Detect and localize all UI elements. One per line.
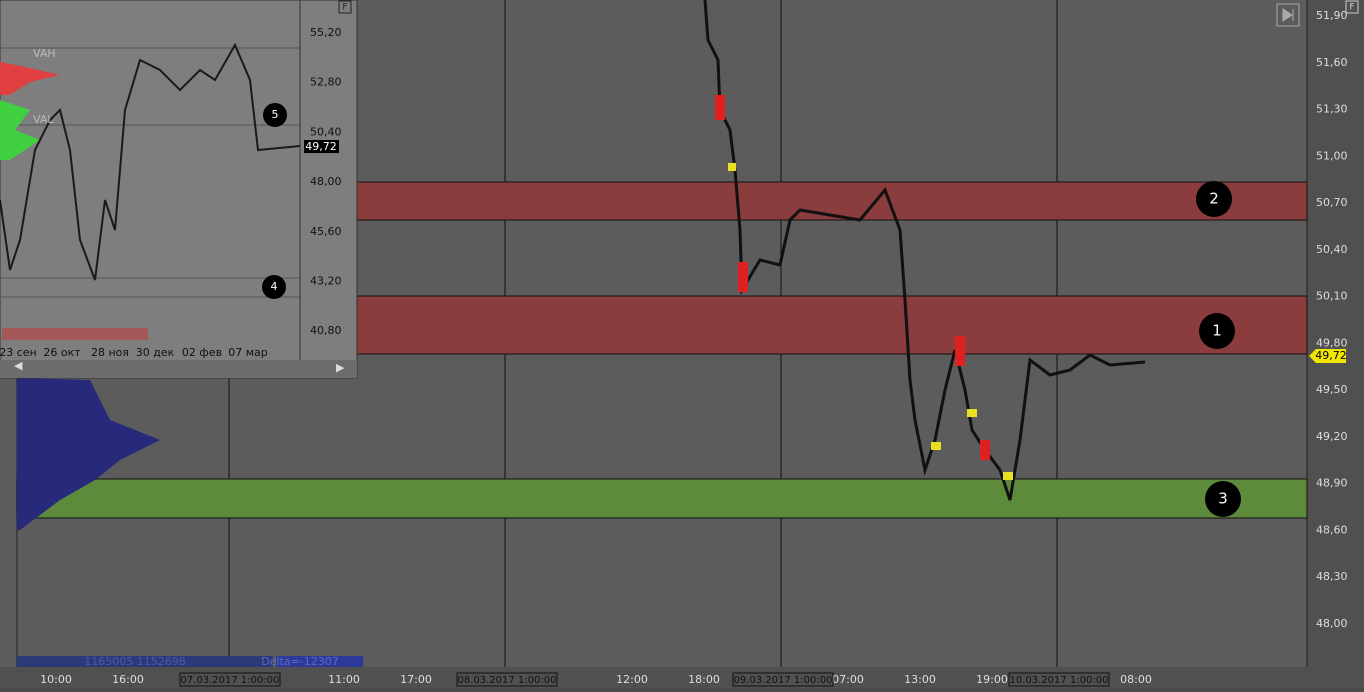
inset-marker: 4 (271, 280, 278, 293)
zone-marker: 2 (1209, 190, 1219, 208)
inset-profile (0, 100, 40, 160)
price-label: 51,30 (1316, 103, 1348, 116)
corner-button-label: F (1349, 3, 1354, 13)
delta-box (276, 656, 363, 667)
price-label: 49,80 (1316, 336, 1348, 349)
inset-price-label: 40,80 (310, 324, 342, 337)
zone-marker-circle (1196, 181, 1232, 217)
volume-box (17, 656, 273, 667)
inset-price-tag: 49,72 (305, 140, 337, 153)
time-axis (0, 667, 1307, 688)
volume-cluster (931, 442, 941, 450)
inset-date-label: 28 ноя (91, 346, 129, 359)
inset-price-label: 45,60 (310, 225, 342, 238)
inset-marker: 5 (272, 108, 279, 121)
price-label: 51,90 (1316, 9, 1348, 22)
inset-chart: 49,72 F ◀ ▶ 55,20 52,80 50,40 48,00 45,60 43,… (0, 0, 358, 379)
inset-marker-circle (263, 103, 287, 127)
zone-marker-circle (1205, 481, 1241, 517)
date-label: 08.03.2017 1:00:00 (458, 675, 557, 686)
price-tag: 49,72 (1315, 349, 1347, 362)
date-label: 09.03.2017 1:00:00 (734, 675, 833, 686)
zone-1 (356, 295, 1308, 355)
inset-corner-button[interactable] (338, 0, 352, 14)
inset-legend (2, 328, 148, 340)
volume-cluster (955, 336, 965, 366)
price-label: 50,10 (1316, 290, 1348, 303)
price-label: 50,70 (1316, 196, 1348, 209)
scroll-left[interactable]: ◀ (14, 359, 23, 372)
time-label: 12:00 (616, 673, 648, 686)
scroll-end-button[interactable] (1276, 3, 1300, 27)
volume-profile (17, 378, 160, 530)
inset-profile (0, 62, 60, 95)
date-label: 10.03.2017 1:00:00 (1010, 675, 1109, 686)
inset-level-label: VAH (33, 47, 56, 60)
time-label: 11:00 (328, 673, 360, 686)
price-label: 49,20 (1316, 430, 1348, 443)
inset-price-label: 48,00 (310, 175, 342, 188)
volume-cluster (967, 409, 977, 417)
date-box (732, 672, 834, 687)
time-label: 17:00 (400, 673, 432, 686)
price-label: 50,40 (1316, 243, 1348, 256)
inset-price-label: 52,80 (310, 76, 342, 89)
inset-date-label: 30 дек (136, 346, 175, 359)
price-label: 48,00 (1316, 617, 1348, 630)
inset-date-label: 26 окт (43, 346, 81, 359)
date-box (1008, 672, 1110, 687)
volume-text: 1165005 1152698 (84, 655, 185, 668)
date-box (179, 672, 281, 687)
inset-date-label: 07 мар (228, 346, 268, 359)
time-label: 10:00 (40, 673, 72, 686)
zone-3 (16, 478, 1308, 519)
corner-button[interactable] (1345, 0, 1359, 14)
price-axis (1307, 0, 1364, 688)
volume-cluster (1003, 472, 1013, 480)
inset-corner-button-label: F (342, 3, 347, 13)
date-label: 07.03.2017 1:00:00 (181, 675, 280, 686)
scroll-right[interactable]: ▶ (336, 361, 345, 374)
zone-marker: 1 (1212, 322, 1222, 340)
inset-marker-circle (262, 275, 286, 299)
zone-2 (356, 181, 1308, 221)
delta-text: Delta=-12307 (261, 655, 339, 668)
time-label: 07:00 (832, 673, 864, 686)
price-label: 48,60 (1316, 523, 1348, 536)
inset-date-label: 23 сен (0, 346, 37, 359)
zone-marker: 3 (1218, 490, 1228, 508)
inset-scrollbar[interactable] (0, 360, 357, 378)
inset-price-line (0, 42, 301, 281)
inset-price-box (304, 140, 339, 153)
inset-date-label: 02 фев (182, 346, 222, 359)
price-tag-box (1309, 349, 1346, 363)
inset-price-label: 43,20 (310, 275, 342, 288)
date-box (456, 672, 558, 687)
volume-cluster (728, 163, 736, 171)
time-label: 18:00 (688, 673, 720, 686)
price-label: 51,00 (1316, 149, 1348, 162)
price-label: 49,50 (1316, 383, 1348, 396)
price-label: 48,30 (1316, 570, 1348, 583)
scroll-end-icon (1282, 8, 1294, 22)
time-label: 16:00 (112, 673, 144, 686)
zone-marker-circle (1199, 313, 1235, 349)
time-label: 08:00 (1120, 673, 1152, 686)
price-profile (703, 0, 1146, 501)
time-label: 13:00 (904, 673, 936, 686)
volume-cluster (715, 95, 725, 120)
inset-level-label: VAL (33, 113, 54, 126)
time-label: 19:00 (976, 673, 1008, 686)
price-label: 48,90 (1316, 477, 1348, 490)
volume-cluster (738, 262, 748, 292)
inset-panel (0, 0, 358, 379)
volume-cluster (980, 440, 990, 460)
price-label: 51,60 (1316, 56, 1348, 69)
inset-price-label: 50,40 (310, 125, 342, 138)
inset-price-label: 55,20 (310, 26, 342, 39)
